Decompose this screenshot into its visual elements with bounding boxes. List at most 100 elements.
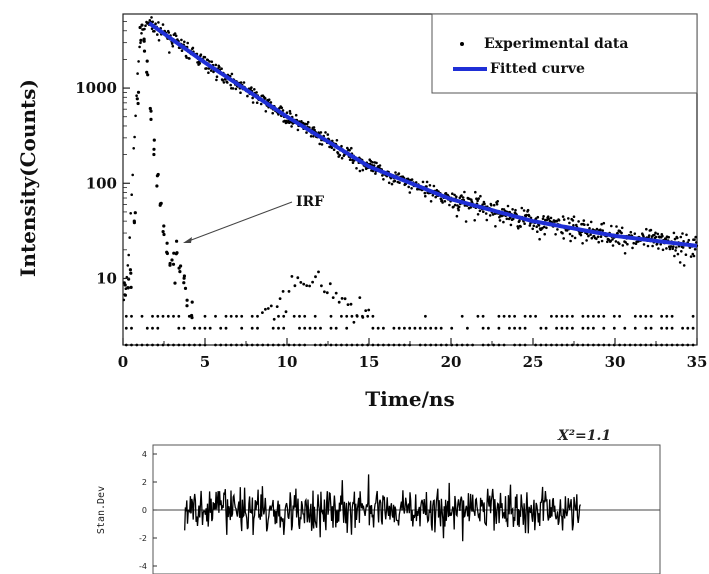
background-point <box>214 314 217 318</box>
data-point <box>547 217 550 221</box>
data-point <box>289 112 292 115</box>
data-point <box>130 193 133 196</box>
background-point <box>229 343 233 347</box>
background-point <box>350 343 354 347</box>
data-point <box>623 252 627 255</box>
background-point <box>172 343 175 347</box>
data-point <box>685 233 688 237</box>
data-point <box>452 205 455 209</box>
data-point <box>611 244 615 247</box>
data-point <box>410 178 414 181</box>
background-point <box>487 326 490 330</box>
data-point <box>568 232 572 236</box>
background-point <box>544 343 548 347</box>
background-point <box>203 326 207 330</box>
data-point <box>585 232 589 236</box>
residual-axes: -4 -2 0 2 4 <box>139 450 157 571</box>
background-point <box>130 326 133 330</box>
data-point <box>153 30 156 33</box>
background-point <box>686 343 690 347</box>
data-point <box>312 126 316 129</box>
data-point <box>498 219 502 222</box>
irf-point <box>142 39 146 43</box>
irf-point <box>132 221 136 225</box>
background-point <box>135 343 139 347</box>
data-point <box>545 226 548 230</box>
background-point <box>481 326 485 330</box>
background-point <box>523 343 527 347</box>
data-point <box>506 204 510 208</box>
data-point <box>214 63 218 67</box>
data-point <box>464 220 468 223</box>
background-point <box>345 326 349 330</box>
data-point <box>150 16 153 19</box>
background-point <box>177 326 181 330</box>
data-point <box>251 96 254 100</box>
background-point <box>140 314 144 318</box>
data-point <box>474 190 477 194</box>
data-point <box>579 233 583 237</box>
background-point <box>308 284 311 288</box>
data-point <box>661 234 664 238</box>
data-point <box>694 235 697 239</box>
background-point <box>282 314 286 318</box>
background-point <box>644 326 648 330</box>
data-point <box>585 239 588 242</box>
background-point <box>130 314 133 318</box>
irf-point <box>162 232 166 237</box>
data-point <box>173 32 177 35</box>
background-point <box>460 314 464 318</box>
background-point <box>313 343 317 347</box>
data-point <box>156 33 159 36</box>
data-point <box>484 212 488 215</box>
data-point <box>532 224 536 228</box>
background-point <box>670 343 674 347</box>
irf-arrow <box>185 201 293 243</box>
irf-point <box>152 138 156 142</box>
data-point <box>646 244 650 248</box>
x-tick-label: 30 <box>605 353 626 371</box>
background-point <box>311 280 314 284</box>
irf-point <box>152 152 156 157</box>
background-point <box>513 343 516 347</box>
data-point <box>597 240 600 244</box>
irf-point <box>145 70 149 74</box>
background-point <box>314 275 317 279</box>
background-point <box>502 314 506 318</box>
data-point <box>595 237 598 241</box>
background-point <box>529 314 532 318</box>
data-point <box>654 231 657 235</box>
data-point <box>616 231 619 235</box>
background-point <box>434 326 438 330</box>
background-point <box>523 314 527 318</box>
data-point <box>239 91 242 94</box>
data-point <box>676 236 679 240</box>
background-point <box>324 343 328 347</box>
data-point <box>281 109 285 112</box>
data-point <box>586 223 590 227</box>
background-point <box>317 270 320 274</box>
background-point <box>555 326 558 330</box>
residual-trace <box>184 474 582 542</box>
background-point <box>513 326 516 330</box>
background-point <box>492 343 495 347</box>
background-point <box>277 326 280 330</box>
data-point <box>678 261 682 264</box>
data-point <box>255 91 258 94</box>
data-point <box>589 220 593 224</box>
data-point <box>629 230 633 234</box>
data-point <box>250 86 253 89</box>
irf-point <box>159 201 163 205</box>
data-point <box>543 232 546 236</box>
data-point <box>137 60 140 63</box>
data-point <box>451 192 454 195</box>
data-point <box>637 240 640 243</box>
background-point <box>560 314 564 318</box>
background-point <box>313 326 317 330</box>
data-point <box>478 209 482 213</box>
background-point <box>250 326 254 330</box>
background-point <box>581 343 585 347</box>
background-point <box>571 314 574 318</box>
data-point <box>203 55 207 59</box>
background-point <box>177 343 181 347</box>
